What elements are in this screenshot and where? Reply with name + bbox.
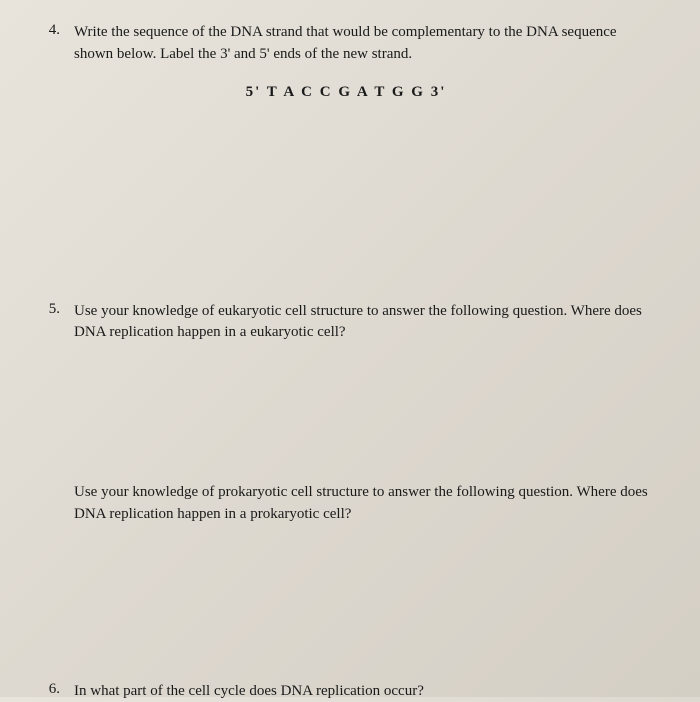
question-4-text: Write the sequence of the DNA strand tha… [74,22,658,66]
question-5b-text: Use your knowledge of prokaryotic cell s… [74,482,658,526]
question-4: 4. Write the sequence of the DNA strand … [42,22,658,101]
question-5-text: Use your knowledge of eukaryotic cell st… [74,301,658,345]
question-number-5: 5. [42,301,60,318]
dna-sequence: 5' T A C C G A T G G 3' [34,84,658,101]
question-number-4: 4. [42,22,60,39]
question-6-text: In what part of the cell cycle does DNA … [74,681,658,702]
question-6: 6. In what part of the cell cycle does D… [42,681,658,702]
question-5: 5. Use your knowledge of eukaryotic cell… [42,301,658,345]
question-5b: Use your knowledge of prokaryotic cell s… [74,482,658,526]
question-number-6: 6. [42,681,60,698]
question-4-body: Write the sequence of the DNA strand tha… [74,22,658,101]
